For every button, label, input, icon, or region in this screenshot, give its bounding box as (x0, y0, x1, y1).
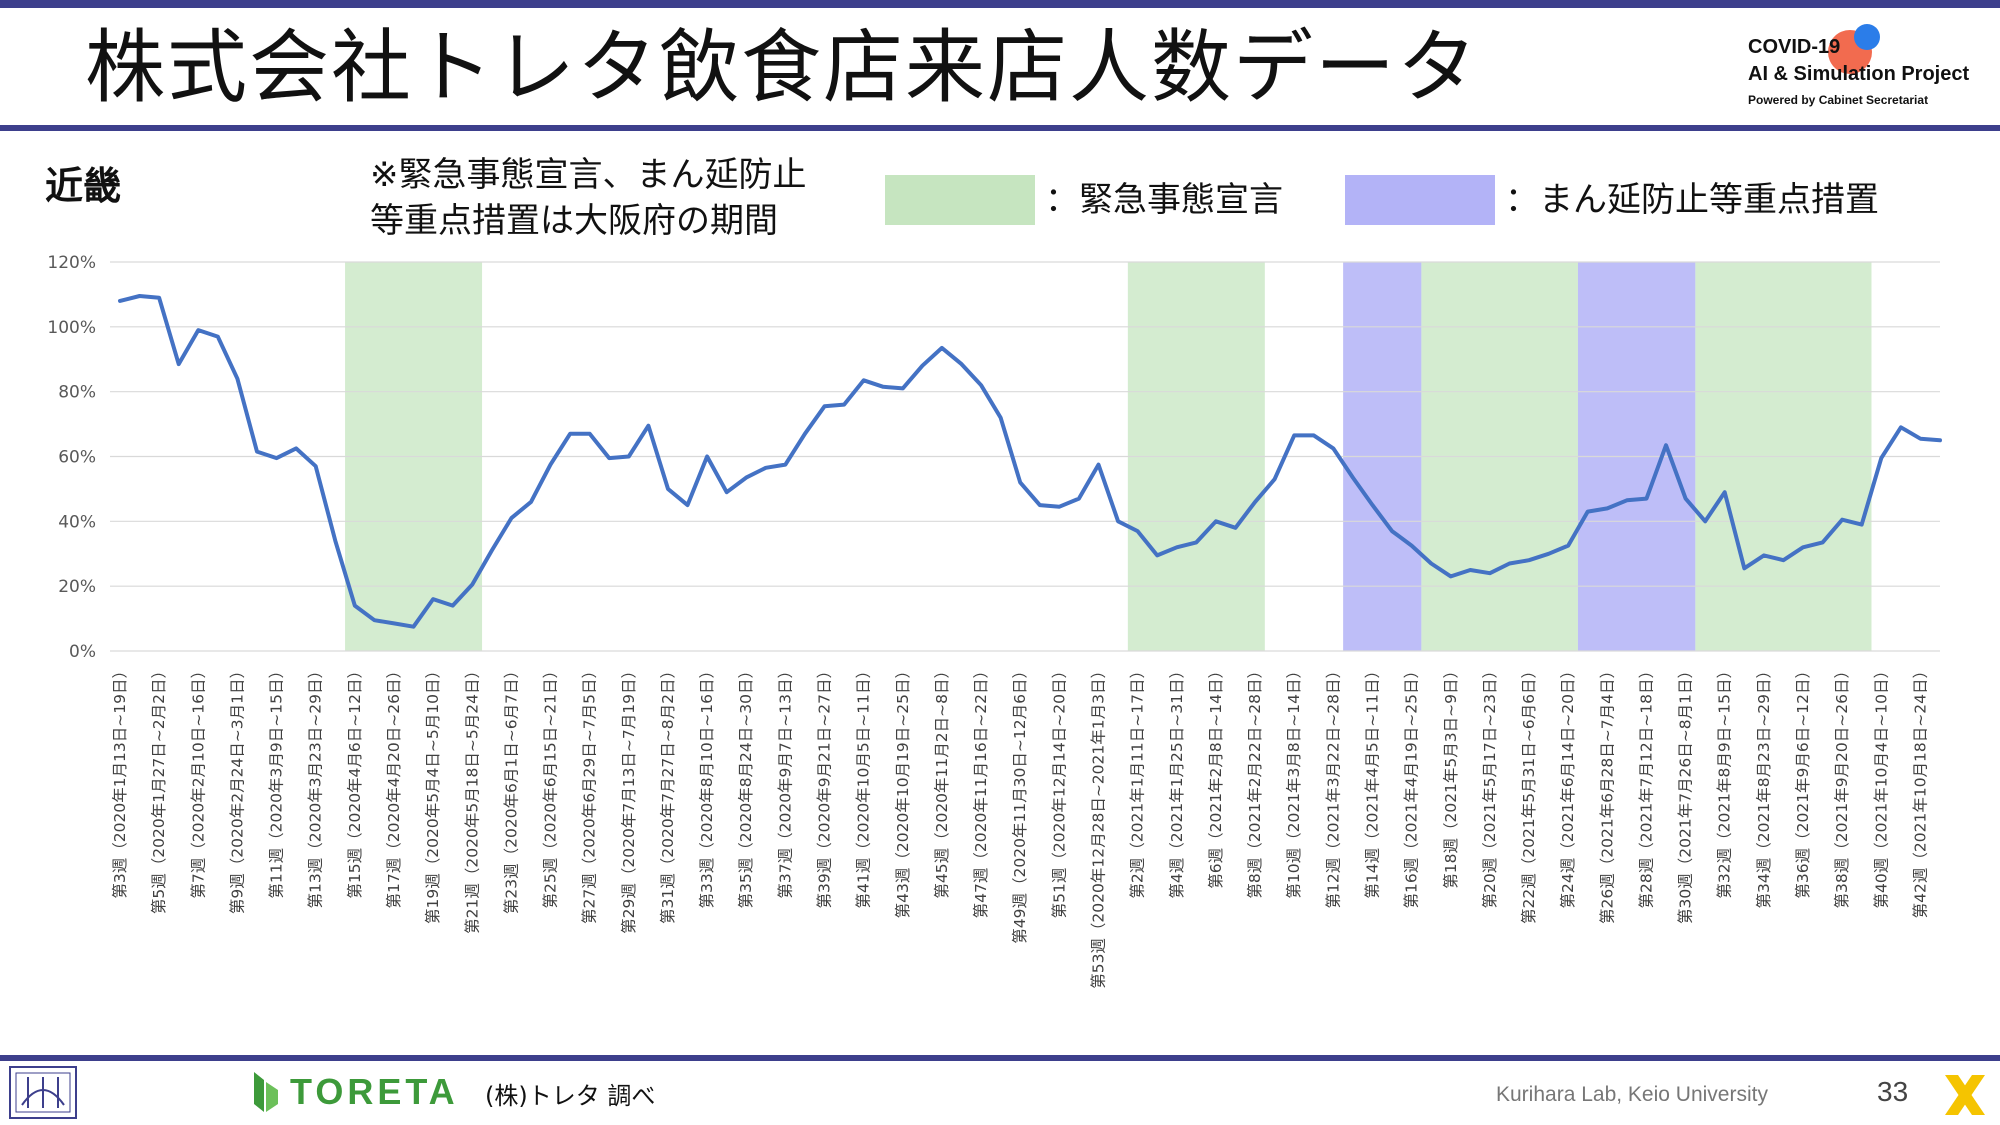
x-tick-label: 第5週（2020年1月27日~2月2日） (150, 663, 168, 914)
x-tick-label: 第30週（2021年7月26日~8月1日） (1677, 663, 1695, 924)
x-tick-label: 第25週（2020年6月15日~21日） (542, 663, 560, 908)
x-tick-label: 第28週（2021年7月12日~18日） (1637, 663, 1655, 908)
y-tick-label: 0% (69, 642, 96, 662)
x-tick-label: 第4週（2021年1月25日~31日） (1168, 663, 1186, 899)
x-tick-label: 第2週（2021年1月11日~17日） (1129, 663, 1147, 899)
x-tick-label: 第53週（2020年12月28日~2021年1月3日） (1089, 663, 1107, 989)
x-tick-label: 第39週（2020年9月21日~27日） (816, 663, 834, 908)
covid-project-logo: COVID-19 AI & Simulation Project Powered… (1748, 24, 1988, 112)
data-source: (株)トレタ 調べ (485, 1082, 656, 1110)
toreta-logo-icon (254, 1072, 278, 1112)
logo-line1: COVID-19 (1748, 36, 1841, 58)
x-tick-label: 第3週（2020年1月13日~19日） (111, 663, 129, 899)
footer-divider (0, 1055, 2000, 1061)
x-tick-label: 第35週（2020年8月24日~30日） (737, 663, 755, 908)
period-note: ※緊急事態宣言、まん延防止 等重点措置は大阪府の期間 (370, 152, 807, 244)
x-tick-label: 第43週（2020年10月19日~25日） (894, 663, 912, 918)
x-tick-label: 第37週（2020年9月7日~13日） (776, 663, 794, 899)
x-tick-label: 第16週（2021年4月19日~25日） (1403, 663, 1421, 908)
x-tick-label: 第38週（2021年9月20日~26日） (1833, 663, 1851, 908)
x-tick-label: 第26週（2021年6月28日~7月4日） (1598, 663, 1616, 924)
y-tick-label: 60% (58, 448, 96, 468)
y-tick-label: 20% (58, 577, 96, 597)
x-tick-label: 第49週（2020年11月30日~12月6日） (1011, 663, 1029, 944)
x-tick-label: 第11週（2020年3月9日~15日） (268, 663, 286, 899)
x-tick-label: 第32週（2021年8月9日~15日） (1716, 663, 1734, 899)
x-tick-label: 第24週（2021年6月14日~20日） (1559, 663, 1577, 908)
x-tick-label: 第21週（2020年5月18日~5月24日） (463, 663, 481, 934)
line-chart: 0% 20% 40% 60% 80% 100% 120% 第3週（2020年1月13日~19日… (47, 253, 1942, 989)
legend-swatch-priority (1345, 175, 1495, 225)
x-tick-label: 第23週（2020年6月1日~6月7日） (502, 663, 520, 914)
legend-label-priority: ：まん延防止等重点措置 (1505, 180, 1879, 220)
x-tick-label: 第9週（2020年2月24日~3月1日） (228, 663, 246, 914)
x-tick-label: 第12週（2021年3月22日~28日） (1324, 663, 1342, 908)
x-tick-label: 第36週（2021年9月6日~12日） (1794, 663, 1812, 899)
legend-label-emergency: ：緊急事態宣言 (1045, 180, 1283, 220)
note-line1: ※緊急事態宣言、まん延防止 (370, 155, 807, 195)
x-tick-label: 第27週（2020年6月29日~7月5日） (581, 663, 599, 924)
x-tick-label: 第15週（2020年4月6日~12日） (346, 663, 364, 899)
toreta-brand: TORETA (290, 1071, 459, 1112)
x-tick-label: 第41週（2020年10月5日~11日） (855, 663, 873, 908)
lab-logo-icon (9, 1066, 77, 1119)
lab-credit: Kurihara Lab, Keio University (1496, 1083, 1768, 1106)
series-line (118, 294, 1942, 629)
x-tick-label: 第31週（2020年7月27日~8月2日） (659, 663, 677, 924)
x-tick-label: 第51週（2020年12月14日~20日） (1050, 663, 1068, 918)
logo-line2: AI & Simulation Project (1748, 63, 1970, 85)
x-tick-label: 第8週（2021年2月22日~28日） (1246, 663, 1264, 899)
y-tick-label: 40% (58, 512, 96, 532)
x-tick-label: 第14週（2021年4月5日~11日） (1363, 663, 1381, 899)
y-tick-label: 80% (58, 383, 96, 403)
x-tick-label: 第40週（2021年10月4日~10日） (1872, 663, 1890, 908)
x-tick-label: 第34週（2021年8月23日~29日） (1755, 663, 1773, 908)
x-logo-icon (1945, 1075, 1985, 1115)
logo-blue-dot (1854, 24, 1880, 50)
page-title: 株式会社トレタ飲食店来店人数データ (85, 21, 1479, 114)
top-band (0, 0, 2000, 8)
x-tick-label: 第6週（2021年2月8日~14日） (1207, 663, 1225, 889)
x-tick-label: 第33週（2020年8月10日~16日） (698, 663, 716, 908)
x-tick-label: 第18週（2021年5月3日~9日） (1442, 663, 1460, 889)
x-tick-label: 第20週（2021年5月17日~23日） (1481, 663, 1499, 908)
x-tick-label: 第19週（2020年5月4日~5月10日） (424, 663, 442, 924)
page-number: 33 (1877, 1076, 1909, 1107)
y-tick-label: 120% (47, 253, 96, 273)
x-tick-label: 第45週（2020年11月2日~8日） (933, 663, 951, 899)
header-divider (0, 125, 2000, 131)
note-line2: 等重点措置は大阪府の期間 (370, 201, 778, 241)
x-tick-label: 第47週（2020年11月16日~22日） (972, 663, 990, 918)
y-tick-label: 100% (47, 318, 96, 338)
region-label: 近畿 (45, 164, 122, 208)
x-tick-label: 第10週（2021年3月8日~14日） (1285, 663, 1303, 899)
x-tick-label: 第22週（2021年5月31日~6月6日） (1520, 663, 1538, 924)
x-tick-label: 第13週（2020年3月23日~29日） (307, 663, 325, 908)
x-tick-label: 第7週（2020年2月10日~16日） (189, 663, 207, 899)
legend-swatch-emergency (885, 175, 1035, 225)
x-tick-label: 第29週（2020年7月13日~7月19日） (620, 663, 638, 934)
logo-line3: Powered by Cabinet Secretariat (1748, 93, 1929, 107)
x-tick-label: 第17週（2020年4月20日~26日） (385, 663, 403, 908)
x-tick-label: 第42週（2021年10月18日~24日） (1911, 663, 1929, 918)
